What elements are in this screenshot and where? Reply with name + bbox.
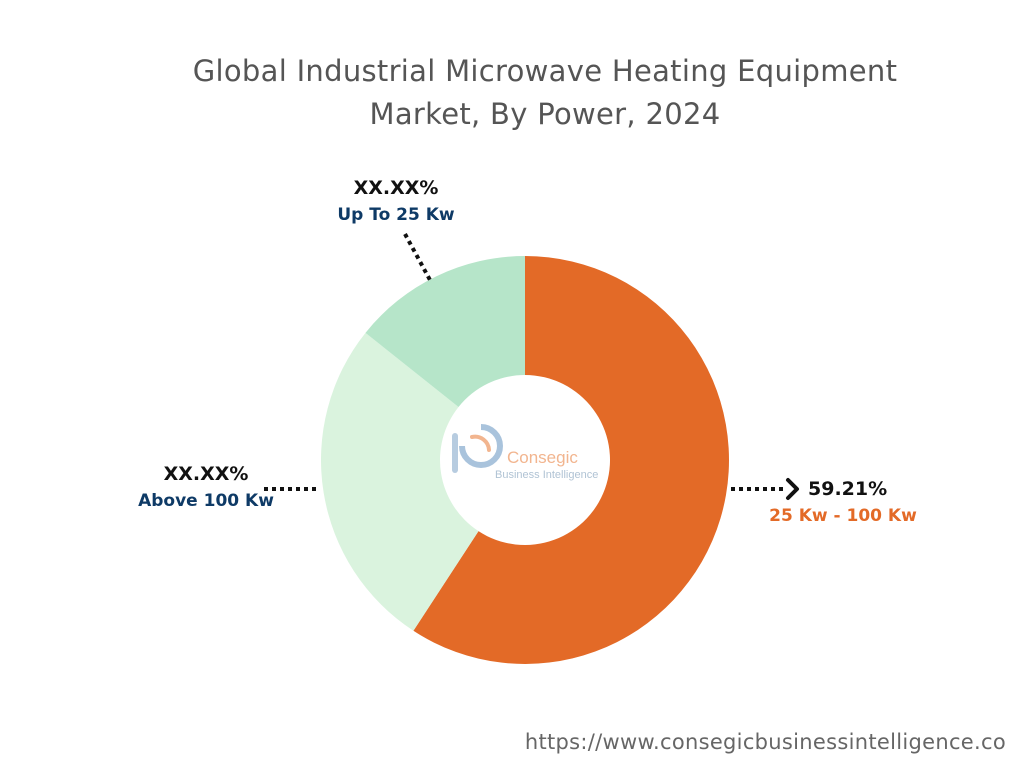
footer-url[interactable]: https://www.consegicbusinessintelligence… (524, 730, 1006, 754)
chart-title-line-2: Market, By Power, 2024 (369, 97, 721, 131)
data-label-value-2: XX.XX% (354, 177, 439, 199)
slice-0 (413, 256, 729, 665)
data-label-category-1: Above 100 Kw (138, 491, 274, 511)
chart-title-line-1: Global Industrial Microwave Heating Equi… (192, 54, 898, 88)
data-label-category-0: 25 Kw - 100 Kw (769, 506, 917, 526)
arrow-icon (786, 478, 799, 500)
slice-2 (365, 256, 525, 408)
donut-slices (321, 256, 729, 665)
leader-line-2 (403, 233, 432, 281)
data-label-value-0: 59.21% (808, 478, 887, 500)
logo-name: Consegic (507, 448, 578, 467)
data-label-category-2: Up To 25 Kw (337, 205, 455, 225)
chart-title: Global Industrial Microwave Heating Equi… (0, 50, 1024, 136)
leader-lines (264, 233, 799, 500)
logo-mark-icon (452, 424, 503, 473)
slice-1 (321, 332, 479, 631)
logo-tagline: Business Intelligence (495, 469, 598, 481)
brand-logo: Consegic Business Intelligence (452, 424, 598, 481)
data-labels: 59.21% 25 Kw - 100 Kw XX.XX% Above 100 Kw XX… (138, 177, 917, 526)
data-label-value-1: XX.XX% (164, 463, 249, 485)
